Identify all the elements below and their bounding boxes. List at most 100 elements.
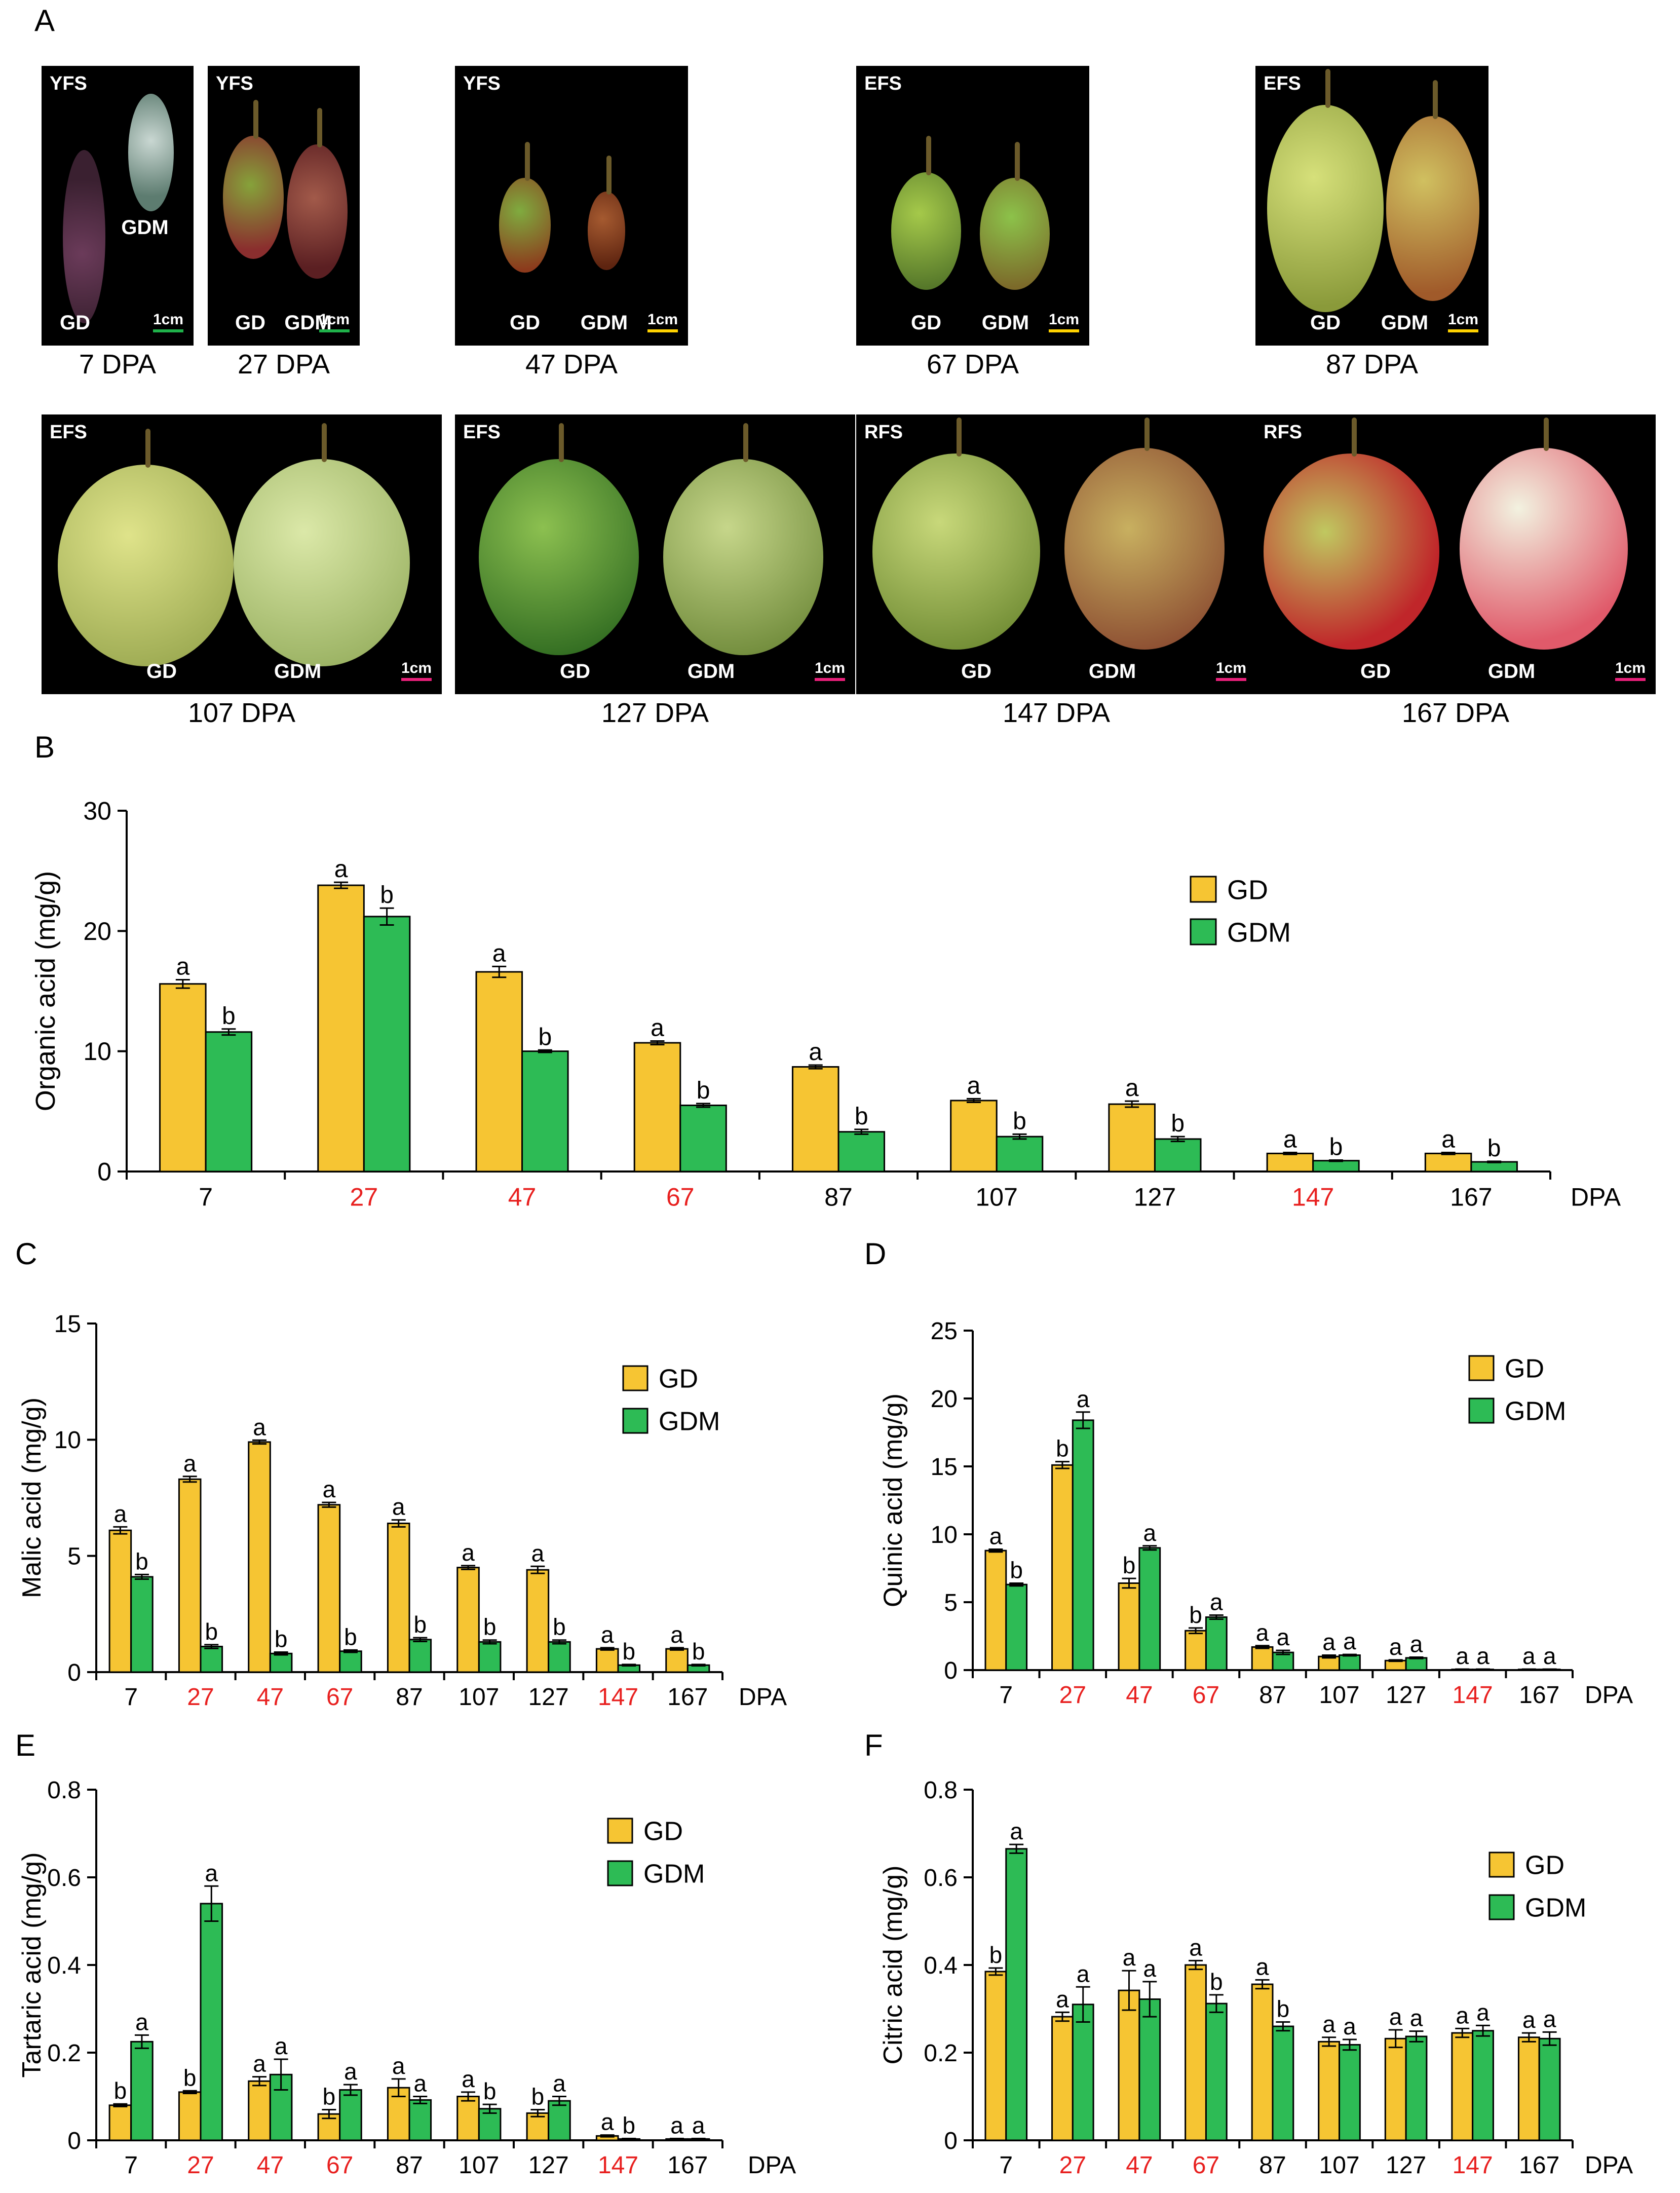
bar-gdm [269,1652,293,1673]
bar-gdm [408,1639,432,1673]
gd-label: GD [1360,660,1391,683]
significance-letter: b [1123,1552,1136,1578]
panel-letter-d: D [864,1237,887,1271]
gd-fruit [499,177,551,273]
x-tick-label: 27 [187,2152,214,2179]
fruit-photo-2: YFS GD GDM 1cm [208,66,360,346]
gdm-fruit [588,192,625,270]
x-tick-label: 107 [1319,2152,1360,2179]
bar-gd [475,971,523,1173]
fruit-photo-7: EFS GD GDM 1cm [455,414,855,694]
scale-bar-label: 1cm [1215,660,1246,676]
x-tick-label: 67 [1193,2152,1219,2179]
significance-letter: a [1322,1629,1335,1655]
significance-letter: a [989,1523,1003,1549]
significance-letter: a [176,953,189,980]
x-tick-label: 7 [999,1682,1013,1709]
bar-gdm [130,1576,154,1673]
gd-fruit [1267,105,1384,312]
photo-caption: 27 DPA [237,349,330,380]
bar-gdm [521,1050,569,1173]
significance-letter: a [1389,2003,1402,2030]
bar-gd [1051,2016,1074,2141]
y-tick-label: 0 [944,1657,958,1684]
bar-gd [1266,1152,1314,1173]
significance-letter: b [135,1548,148,1574]
x-tick-label: 147 [1453,2152,1493,2179]
bar-gdm [363,916,411,1173]
y-tick-label: 0.8 [924,1777,958,1804]
significance-letter: a [670,1621,683,1648]
scale-bar: 1cm [814,660,845,681]
y-tick-label: 5 [67,1543,81,1570]
x-tick-label: 87 [396,1684,423,1711]
significance-letter: a [967,1072,981,1099]
fruit-stem [956,418,962,457]
significance-letter: a [1277,1624,1290,1650]
legend-label-gdm: GDM [1227,917,1291,948]
bar-gdm [1138,1547,1161,1671]
significance-letter: a [1322,2011,1335,2037]
x-tick-label: 7 [199,1183,213,1212]
bar-gd [950,1100,998,1173]
legend-label-gd: GD [1227,875,1268,905]
fruit-stem [1351,418,1357,457]
significance-letter: a [1476,1643,1490,1669]
significance-letter: a [651,1014,664,1041]
bar-gd [1424,1152,1472,1173]
bar-gdm [200,1646,223,1673]
gd-label: GD [560,660,590,683]
gd-label: GD [961,660,991,683]
significance-letter: a [1543,2006,1556,2032]
significance-letter: b [114,2077,127,2104]
scale-bar-label: 1cm [1048,311,1079,328]
bar-gdm [339,2089,362,2141]
bar-gd [526,1569,550,1673]
x-tick-label: 127 [1386,1682,1426,1709]
y-tick-label: 10 [83,1037,111,1066]
significance-letter: b [1013,1108,1026,1135]
scale-bar-label: 1cm [319,311,350,328]
fruit-photo-9: RFS GD GDM 1cm [1255,414,1656,694]
significance-letter: b [1210,1969,1223,1995]
gd-label: GD [60,312,90,334]
y-axis-label: Tartaric acid (mg/g) [17,1852,47,2078]
x-tick-label: 147 [598,2152,638,2179]
x-tick-label: 47 [1126,2152,1153,2179]
gdm-fruit [1386,116,1479,301]
gd-label: GD [911,312,941,334]
y-tick-label: 0.6 [924,1865,958,1892]
scale-bar: 1cm [1048,311,1079,332]
bar-gd [633,1042,681,1173]
bar-gdm [1072,1419,1094,1671]
bar-gdm [996,1136,1044,1173]
y-tick-label: 30 [83,797,111,825]
fruit-stem [253,99,258,139]
bar-gdm [1205,2002,1228,2141]
x-tick-label: 147 [1453,1682,1493,1709]
x-tick-label: 7 [999,2152,1013,2179]
scale-bar-line [647,329,678,332]
x-tick-label: 47 [1126,1682,1153,1709]
significance-letter: a [323,1476,336,1502]
panel-letter-a: A [34,4,55,37]
scale-bar-line [1615,678,1646,681]
bar-gd [1118,1582,1140,1671]
fruit-photo-4: EFS GD GDM 1cm [856,66,1089,346]
bar-gdm [1538,2037,1561,2141]
significance-letter: b [622,1638,635,1665]
significance-letter: b [989,1942,1003,1968]
x-tick-label: 167 [1519,1682,1559,1709]
bar-gd [665,1648,689,1673]
significance-letter: b [692,1638,705,1665]
significance-letter: a [1456,1643,1469,1669]
chart-e: 0 0.2 0.4 0.6 0.8 Tartaric acid (mg/g) 7 27 47 67… [17,1777,796,2179]
significance-letter: a [601,2109,614,2135]
significance-letter: a [1077,1960,1090,1987]
scale-bar-label: 1cm [152,311,183,328]
scale-bar-label: 1cm [1615,660,1646,676]
stage-label: YFS [216,73,253,94]
bar-gdm [408,2099,432,2141]
x-tick-label: 47 [257,1684,284,1711]
significance-letter: a [1410,2005,1423,2031]
